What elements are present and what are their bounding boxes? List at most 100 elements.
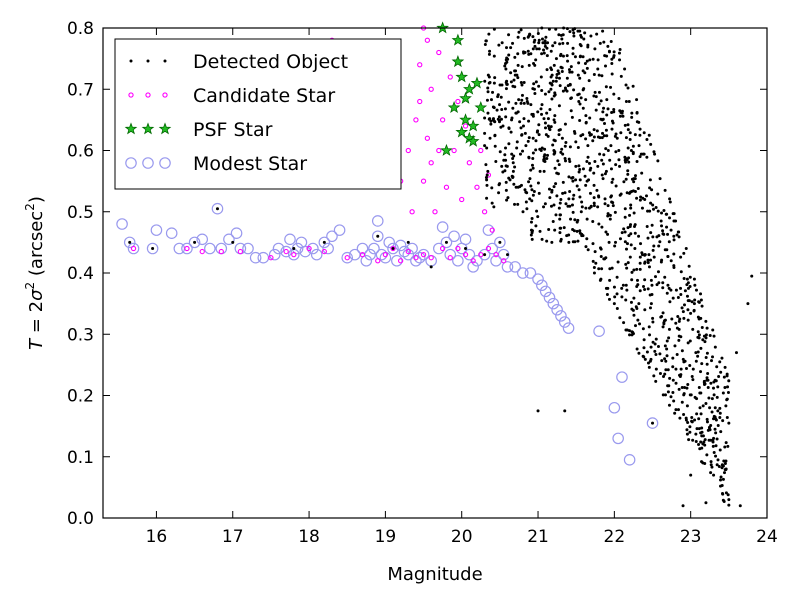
detected-point	[638, 127, 642, 131]
detected-point	[586, 43, 590, 47]
modest-point	[391, 254, 403, 267]
y-label-unit-open: (arcsec	[26, 211, 47, 282]
detected-point	[638, 255, 642, 259]
detected-point	[623, 240, 627, 244]
detected-point	[520, 133, 524, 137]
detected-point	[626, 172, 630, 176]
detected-point	[537, 38, 541, 42]
detected-point	[694, 439, 698, 443]
detected-point	[595, 129, 599, 133]
candidate-point	[413, 255, 419, 261]
detected-point	[569, 65, 573, 69]
detected-point	[639, 152, 643, 156]
detected-point	[565, 76, 569, 80]
detected-point	[699, 391, 703, 395]
detected-point	[688, 425, 692, 429]
detected-point	[579, 33, 583, 37]
detected-point	[658, 352, 662, 356]
detected-point	[701, 434, 705, 438]
detected-point	[686, 318, 690, 322]
detected-point	[531, 87, 535, 91]
candidate-point	[428, 255, 434, 261]
legend-marker-modest	[125, 157, 137, 169]
detected-point	[533, 44, 537, 48]
detected-point	[649, 278, 653, 282]
modest-point	[536, 279, 548, 292]
detected-point	[618, 58, 622, 62]
legend-box	[114, 38, 402, 190]
detected-point	[498, 240, 502, 244]
detected-point	[406, 240, 410, 244]
detected-point	[611, 177, 615, 181]
detected-point	[514, 101, 518, 105]
detected-point	[531, 35, 535, 39]
detected-point	[639, 195, 643, 199]
modest-point	[356, 242, 369, 255]
detected-point	[584, 245, 588, 249]
candidate-point	[405, 248, 411, 255]
detected-point	[679, 270, 683, 274]
psf-point	[470, 76, 484, 89]
detected-point	[509, 80, 513, 84]
detected-point	[636, 186, 640, 190]
detected-point	[613, 134, 617, 138]
detected-point	[721, 464, 725, 468]
detected-point	[719, 478, 723, 482]
detected-point	[525, 100, 529, 103]
detected-point	[651, 320, 655, 324]
detected-point	[561, 191, 565, 195]
detected-point	[708, 333, 712, 337]
candidate-point	[184, 245, 190, 252]
detected-point	[567, 175, 571, 179]
candidate-point	[424, 37, 431, 43]
detected-point	[660, 359, 664, 363]
detected-point	[679, 286, 683, 290]
detected-point	[559, 198, 563, 201]
detected-point	[675, 233, 679, 237]
detected-point	[540, 37, 544, 41]
detected-point	[662, 375, 666, 379]
detected-point	[601, 110, 605, 114]
detected-point	[629, 203, 633, 207]
detected-point	[563, 86, 567, 90]
detected-point	[511, 169, 515, 173]
detected-point	[651, 203, 655, 207]
detected-point	[611, 201, 615, 205]
legend-marker-psf	[124, 122, 138, 135]
detected-point	[587, 178, 591, 182]
detected-point	[623, 67, 627, 71]
detected-point	[537, 133, 541, 137]
detected-point	[671, 365, 675, 369]
legend-marker-candidate	[162, 92, 168, 98]
detected-point	[710, 410, 714, 414]
detected-point	[694, 351, 698, 355]
psf-point	[459, 91, 472, 104]
detected-point	[533, 38, 537, 42]
detected-point	[664, 212, 668, 216]
detected-point	[684, 418, 688, 422]
detected-point	[688, 430, 692, 434]
detected-point	[663, 248, 667, 252]
detected-point	[604, 85, 608, 89]
detected-point	[595, 188, 599, 192]
x-tick-label: 19	[375, 527, 397, 547]
detected-point	[654, 367, 658, 371]
detected-point	[553, 228, 557, 232]
detected-point	[231, 240, 235, 244]
candidate-point	[405, 147, 411, 154]
detected-point	[585, 59, 589, 63]
detected-point	[537, 84, 541, 88]
detected-point	[605, 54, 609, 58]
detected-point	[524, 190, 528, 194]
detected-point	[487, 75, 491, 79]
detected-point	[485, 98, 489, 102]
detected-point	[618, 47, 622, 51]
detected-point	[550, 240, 554, 244]
detected-point	[647, 133, 651, 137]
detected-point	[624, 298, 628, 302]
y-label-t: T	[26, 337, 47, 350]
axis-ticks: 16 17 18 19 20 21 22 23 24 0.0 0.1 0.2 0.3 0.4 0.5 0.6 0…	[67, 19, 778, 547]
detected-point	[601, 131, 605, 135]
detected-point	[558, 42, 562, 46]
detected-point	[513, 69, 517, 73]
